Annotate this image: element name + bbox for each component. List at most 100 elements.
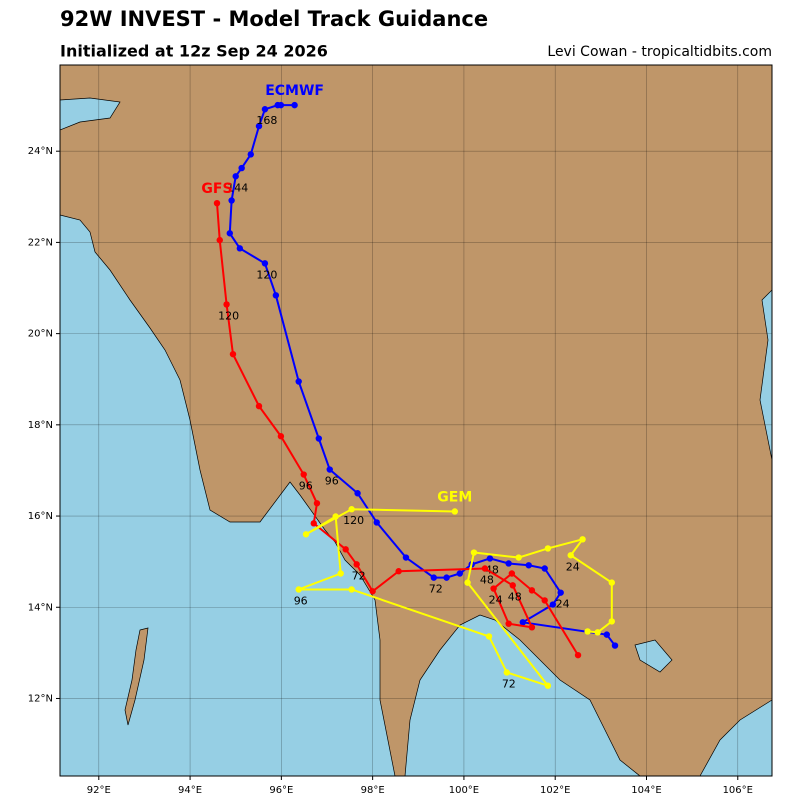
y-tick-label: 22°N	[28, 237, 53, 248]
x-tick-label: 92°E	[87, 785, 111, 796]
track-point	[348, 586, 355, 593]
hour-label: 96	[299, 480, 313, 493]
track-point	[213, 199, 221, 207]
hour-label: 24	[489, 594, 503, 607]
hour-label: 72	[429, 583, 443, 596]
track-point	[295, 378, 302, 385]
x-tick-label: 100°E	[449, 785, 479, 796]
x-tick-label: 96°E	[269, 785, 293, 796]
track-point	[443, 574, 450, 581]
track-point	[255, 122, 263, 130]
track-point	[584, 628, 591, 635]
track-point	[261, 106, 269, 113]
track-point	[567, 552, 574, 559]
model-label: GEM	[437, 489, 472, 505]
credit: Levi Cowan - tropicaltidbits.com	[547, 44, 772, 60]
hour-label: 168	[256, 114, 277, 127]
hour-label: 24	[566, 560, 580, 573]
track-point	[402, 554, 410, 561]
track-point	[232, 173, 239, 180]
track-point	[353, 561, 360, 568]
track-point	[277, 101, 285, 109]
y-tick-label: 18°N	[28, 420, 53, 431]
model-label: GFS	[201, 181, 232, 197]
track-point	[490, 585, 497, 592]
sea	[759, 289, 772, 461]
track-line	[216, 203, 579, 656]
track-point	[226, 230, 233, 237]
track-point	[216, 236, 223, 244]
model-label: ECMWF	[265, 83, 324, 99]
x-tick-label: 102°E	[540, 785, 570, 796]
track-point	[430, 574, 437, 581]
track-point	[574, 651, 582, 659]
track-point	[470, 549, 478, 556]
track-point	[337, 570, 344, 577]
track-point	[519, 619, 526, 626]
track-point	[295, 586, 302, 593]
hour-label: 120	[256, 268, 277, 281]
track-point	[579, 536, 586, 543]
track-point	[332, 513, 339, 520]
hour-label: 48	[485, 563, 499, 576]
sea	[404, 614, 641, 776]
y-tick-label: 20°N	[28, 329, 53, 340]
track-point	[302, 531, 310, 538]
track-point	[557, 589, 564, 596]
track-point	[611, 642, 619, 649]
track-point	[247, 151, 254, 158]
chart-title: 92W INVEST - Model Track Guidance	[60, 7, 488, 31]
track-point	[326, 466, 333, 473]
track-point	[464, 579, 471, 586]
track-point	[451, 508, 458, 515]
y-tick-label: 16°N	[28, 511, 53, 522]
track-point	[255, 402, 263, 410]
hour-label: 72	[352, 569, 366, 582]
hour-label: 120	[218, 309, 239, 322]
track-point	[348, 506, 355, 513]
y-tick-label: 14°N	[28, 602, 53, 613]
track-point	[456, 570, 464, 577]
track-point	[261, 260, 269, 267]
track-point	[354, 490, 361, 497]
sea	[60, 97, 121, 131]
track-point	[509, 582, 516, 589]
basemap	[60, 65, 772, 776]
island	[124, 627, 149, 726]
x-tick-label: 94°E	[178, 785, 202, 796]
track-point	[505, 620, 512, 627]
track-point	[503, 669, 511, 676]
track-point	[223, 301, 230, 308]
track-point	[505, 560, 512, 567]
hour-label: 24	[556, 598, 570, 611]
hour-label: 72	[502, 677, 516, 690]
track-point	[313, 500, 321, 507]
hour-label: 96	[325, 475, 339, 488]
track-point	[525, 562, 532, 569]
y-tick-label: 12°N	[28, 693, 53, 704]
chart-subtitle: Initialized at 12z Sep 24 2026	[60, 42, 328, 61]
track-point	[300, 471, 307, 478]
lake	[634, 639, 673, 673]
sea	[699, 699, 772, 776]
track-point	[485, 633, 493, 640]
map-frame	[59, 64, 773, 777]
track-point	[486, 555, 494, 562]
track-point	[528, 587, 536, 594]
x-tick-label: 104°E	[631, 785, 661, 796]
track-point	[608, 579, 615, 586]
track-line	[298, 508, 613, 688]
hour-label: 96	[294, 594, 308, 607]
track-point	[310, 520, 317, 527]
hour-label: 48	[508, 590, 522, 603]
track-point	[608, 618, 615, 625]
track-point	[238, 164, 245, 172]
x-tick-label: 98°E	[361, 785, 385, 796]
hour-label: 120	[343, 514, 364, 527]
track-point	[315, 435, 322, 442]
x-tick-label: 106°E	[723, 785, 753, 796]
track-point	[369, 588, 376, 595]
track-point	[544, 682, 552, 689]
track-point	[395, 568, 402, 575]
